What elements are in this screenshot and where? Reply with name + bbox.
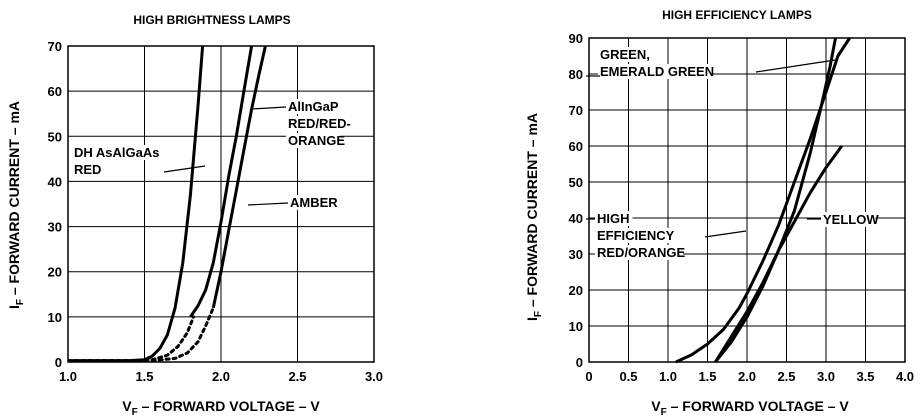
annotation-text: EFFICIENCY	[597, 228, 675, 243]
annotation-leader	[755, 59, 836, 73]
tick-labels: 0 0.5 1.0 1.5 2.0 2.5 3.0 3.5 4.0 0 10 20 30 40 50 60 70…	[569, 31, 915, 384]
y-tick-label: 0	[576, 355, 583, 370]
plot-frame	[588, 37, 906, 363]
annotation-leader	[163, 165, 206, 173]
series-curve	[714, 37, 837, 363]
x-tick-label: 1.0	[659, 369, 677, 384]
annotation-text: RED/ORANGE	[597, 245, 685, 260]
x-axis-label: VF – FORWARD VOLTAGE – V	[122, 398, 320, 418]
annotation: AlInGaP RED/RED- ORANGE	[251, 99, 358, 148]
y-tick-label: 40	[48, 174, 62, 189]
y-tick-label: 10	[569, 319, 583, 334]
tick-labels: 1.0 1.5 2.0 2.5 3.0 0 10 20 30 40 50 60 70	[48, 39, 384, 384]
annotation-text: GREEN,	[600, 47, 650, 62]
annotations: GREEN, EMERALD GREEN HIGH EFFICIENCY RED/ORA…	[586, 47, 879, 260]
x-tick-label: 4.0	[896, 369, 914, 384]
x-tick-label: 3.0	[365, 369, 383, 384]
x-tick-label: 2.0	[212, 369, 230, 384]
annotation-bg	[286, 133, 341, 148]
annotation-bg	[821, 212, 876, 227]
dotted-curve	[68, 315, 195, 363]
y-tick-label: 60	[48, 84, 62, 99]
y-tick-label: 80	[569, 67, 583, 82]
annotation-text: EMERALD GREEN	[600, 64, 714, 79]
series-curve	[675, 37, 851, 364]
annotation-text: YELLOW	[823, 212, 879, 227]
chart-title: HIGH BRIGHTNESS LAMPS	[133, 13, 290, 27]
x-tick-label: 3.0	[817, 369, 835, 384]
series-curve	[211, 45, 267, 309]
series-curve	[68, 45, 205, 363]
annotation: DH AsAlGaAs RED	[72, 145, 206, 177]
y-tick-label: 50	[48, 129, 62, 144]
dotted-curve	[150, 306, 215, 363]
annotation-text: ORANGE	[288, 133, 345, 148]
y-tick-label: 30	[48, 220, 62, 235]
x-tick-label: 2.5	[288, 369, 306, 384]
annotation-bg	[595, 211, 633, 226]
y-axis-label: IF – FORWARD CURRENT – mA	[524, 113, 544, 321]
annotation-text: AlInGaP	[288, 99, 339, 114]
annotation-leader	[704, 230, 747, 238]
annotation-leader	[247, 202, 289, 206]
y-tick-label: 10	[48, 310, 62, 325]
x-tick-label: 1.5	[698, 369, 716, 384]
annotation-bg	[598, 64, 712, 79]
annotation-bg	[286, 99, 349, 114]
y-tick-label: 50	[569, 175, 583, 190]
annotation-bg	[72, 162, 102, 177]
annotation-bg	[72, 145, 169, 160]
y-tick-label: 70	[569, 103, 583, 118]
chart-title: HIGH EFFICIENCY LAMPS	[662, 8, 812, 22]
curves	[68, 45, 267, 363]
x-tick-label: 2.0	[738, 369, 756, 384]
x-tick-label: 0.5	[619, 369, 637, 384]
y-tick-label: 70	[48, 39, 62, 54]
y-tick-label: 60	[569, 139, 583, 154]
series-curve	[189, 45, 254, 318]
y-tick-label: 0	[55, 355, 62, 370]
annotation: GREEN, EMERALD GREEN	[586, 47, 836, 79]
y-tick-label: 90	[569, 31, 583, 46]
annotation-bg	[595, 245, 683, 260]
annotation: AMBER	[247, 195, 338, 210]
annotation-text: DH AsAlGaAs	[74, 145, 159, 160]
y-tick-label: 40	[569, 211, 583, 226]
x-tick-label: 1.5	[135, 369, 153, 384]
x-axis-label: VF – FORWARD VOLTAGE – V	[651, 398, 849, 418]
annotation-text: RED/RED-	[288, 116, 351, 131]
y-tick-label: 20	[48, 265, 62, 280]
annotation: YELLOW	[807, 212, 879, 227]
annotation-bg	[595, 228, 683, 243]
annotation-text: RED	[74, 162, 101, 177]
annotation-text: AMBER	[290, 195, 338, 210]
annotation: HIGH EFFICIENCY RED/ORANGE	[586, 211, 747, 260]
annotation-text: HIGH	[597, 211, 630, 226]
x-tick-label: 1.0	[59, 369, 77, 384]
y-axis-label: IF – FORWARD CURRENT – mA	[6, 101, 26, 309]
annotation-leader	[251, 106, 287, 110]
plot-frame	[67, 45, 375, 363]
x-tick-label: 0	[585, 369, 592, 384]
chart-high-efficiency: HIGH EFFICIENCY LAMPS 0 0.5 1.0 1.5 2.0 2.5 3.…	[524, 8, 914, 418]
annotations: DH AsAlGaAs RED AlInGaP RED/RED- ORANGE AMBER	[72, 99, 358, 210]
chart-high-brightness: HIGH BRIGHTNESS LAMPS 1.0 1.5 2.0 2.5 3.0 0 10…	[6, 13, 383, 418]
annotation-bg	[598, 47, 653, 62]
x-tick-label: 3.5	[856, 369, 874, 384]
y-tick-label: 20	[569, 283, 583, 298]
annotation-bg	[286, 116, 358, 131]
annotation-bg	[288, 195, 334, 210]
x-tick-label: 2.5	[777, 369, 795, 384]
y-tick-label: 30	[569, 247, 583, 262]
curves	[675, 37, 851, 364]
